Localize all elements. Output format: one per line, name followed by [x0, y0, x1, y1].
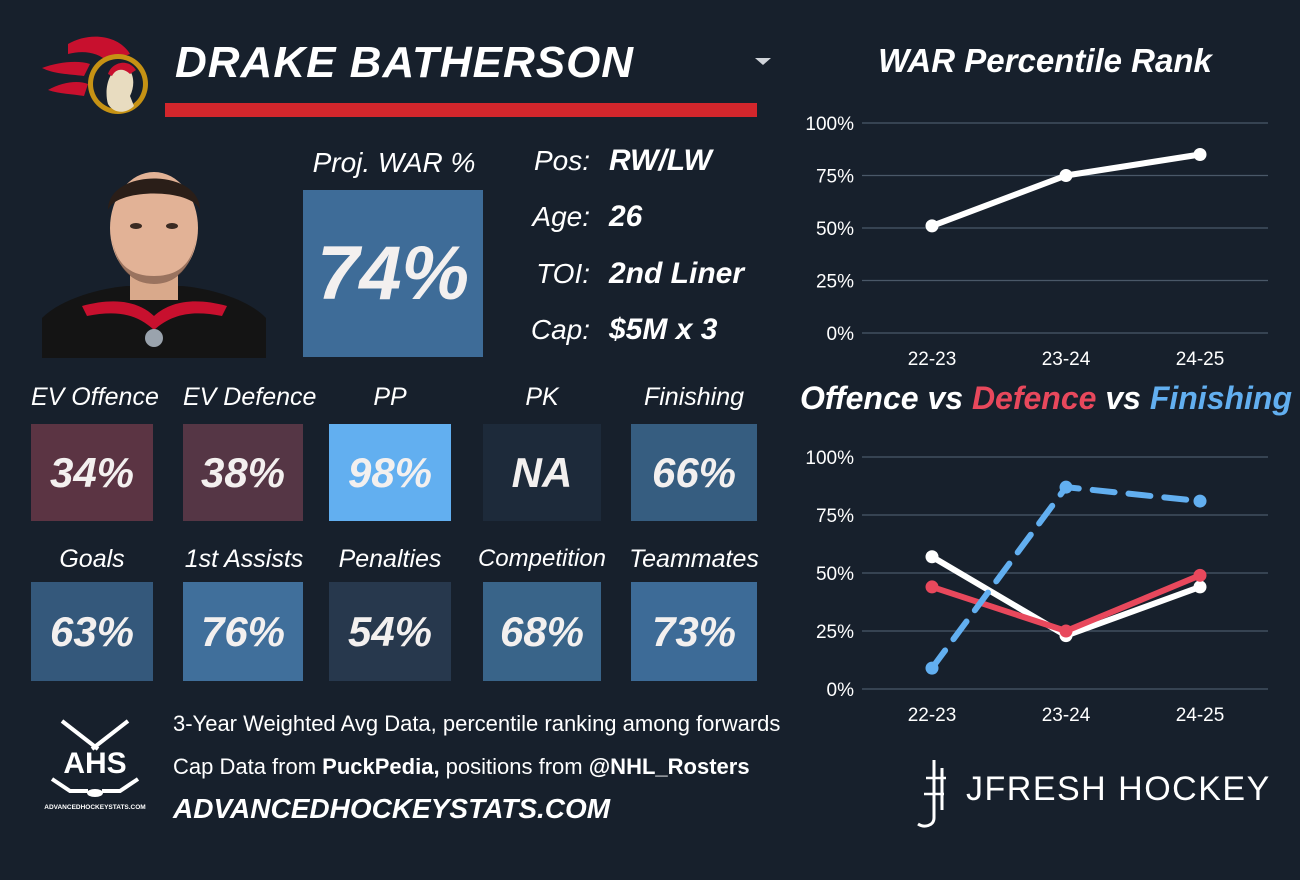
- chart2-point: [1193, 580, 1207, 594]
- player-name: DRAKE BATHERSON: [175, 38, 635, 87]
- tile-label-penalties: Penalties: [338, 545, 442, 573]
- tile-label-pp: PP: [373, 383, 407, 411]
- chart2-xtick-label: 22-23: [908, 705, 957, 726]
- chart1-xtick-label: 24-25: [1176, 349, 1225, 370]
- chart1-ytick-label: 50%: [816, 219, 854, 240]
- chart2-point: [1059, 624, 1073, 638]
- chart1-series-line-0: [929, 151, 1203, 229]
- chart2-point: [925, 550, 939, 564]
- tile-teammates: 73%: [631, 582, 757, 681]
- info-label-cap: Cap:: [530, 314, 590, 345]
- tile-finishing: 66%: [631, 424, 757, 521]
- chart2-point: [925, 580, 939, 594]
- info-label-toi: TOI:: [536, 258, 590, 289]
- tile-penalties: 54%: [329, 582, 451, 681]
- tile-label-1st-assists: 1st Assists: [184, 545, 304, 573]
- tile-label-pk: PK: [525, 383, 559, 411]
- chart2-point: [1059, 480, 1073, 494]
- chart1-ytick-label: 0%: [827, 324, 855, 345]
- jfresh-logo-icon: [917, 760, 946, 828]
- chart1-ytick-label: 75%: [816, 167, 854, 188]
- tile-value: 34%: [49, 448, 135, 496]
- chart2-title: Offence vs Defence vs Finishing: [800, 380, 1293, 416]
- ahs-logo: AHS ADVANCEDHOCKEYSTATS.COM: [44, 719, 146, 811]
- tile-value: 63%: [49, 607, 135, 655]
- tile-value: NA: [511, 448, 573, 496]
- off-def-fin-chart: 0% 25% 50% 75% 100% 22-23 23-24 24-25: [805, 448, 1268, 726]
- chart2-xtick-label: 23-24: [1042, 705, 1091, 726]
- tile-label-goals: Goals: [59, 545, 125, 573]
- proj-war-tile: 74%: [303, 190, 483, 357]
- info-value-cap: $5M x 3: [609, 313, 718, 346]
- chart2-point: [925, 661, 939, 675]
- footer-method-note: 3-Year Weighted Avg Data, percentile ran…: [173, 711, 781, 736]
- chart1-ytick-label: 25%: [816, 272, 854, 293]
- info-value-pos: RW/LW: [609, 144, 712, 177]
- tile-competition: 68%: [483, 582, 601, 681]
- chart2-ytick-label: 0%: [827, 680, 855, 701]
- chart2-xtick-label: 24-25: [1176, 705, 1225, 726]
- info-label-age: Age:: [532, 201, 590, 232]
- tile-value: 66%: [651, 448, 737, 496]
- chart1-xtick-label: 23-24: [1042, 349, 1091, 370]
- tile-ev-offence: 34%: [31, 424, 153, 521]
- tile-pp: 98%: [329, 424, 451, 521]
- tile-label-ev-offence: EV Offence: [31, 383, 159, 411]
- ahs-logo-subtext: ADVANCEDHOCKEYSTATS.COM: [44, 804, 145, 811]
- tile-label-teammates: Teammates: [629, 545, 759, 573]
- nhl-rosters-link[interactable]: @NHL_Rosters: [588, 754, 750, 779]
- tile-value: 68%: [499, 607, 585, 655]
- info-label-pos: Pos:: [533, 145, 590, 176]
- info-value-age: 26: [609, 200, 643, 233]
- tile-goals: 63%: [31, 582, 153, 681]
- tile-label-competition: Competition: [477, 545, 607, 572]
- chart1-point: [925, 219, 939, 233]
- name-underline: [165, 103, 757, 117]
- chart1-title: WAR Percentile Rank: [878, 42, 1212, 79]
- tile-value: 98%: [347, 448, 433, 496]
- tile-1st-assists: 76%: [183, 582, 303, 681]
- chart2-series-line-offence: [929, 553, 1203, 639]
- player-photo: [42, 148, 266, 358]
- chart1-point: [1059, 169, 1073, 182]
- tile-label-ev-defence: EV Defence: [183, 383, 317, 411]
- tile-label-finishing: Finishing: [643, 383, 745, 411]
- chevron-down-icon[interactable]: [752, 50, 774, 72]
- jfresh-wordmark: JFRESH HOCKEY: [966, 770, 1271, 808]
- tile-value: 38%: [200, 448, 286, 496]
- info-value-toi: 2nd Liner: [609, 257, 745, 290]
- proj-war-value: 74%: [316, 231, 470, 316]
- ahs-logo-text: AHS: [63, 747, 126, 780]
- puckpedia-link[interactable]: PuckPedia,: [322, 754, 440, 779]
- tile-value: 76%: [200, 607, 286, 655]
- site-url[interactable]: ADVANCEDHOCKEYSTATS.COM: [173, 793, 611, 824]
- chart2-ytick-label: 50%: [816, 564, 854, 585]
- chart2-point: [1193, 494, 1207, 508]
- footer-sources: Cap Data from PuckPedia, positions from …: [173, 754, 750, 779]
- tile-value: 54%: [347, 607, 433, 655]
- tile-value: 73%: [651, 607, 737, 655]
- chart1-xtick-label: 22-23: [908, 349, 957, 370]
- chart2-ytick-label: 25%: [816, 622, 854, 643]
- tile-pk: NA: [483, 424, 601, 521]
- chart1-ytick-label: 100%: [805, 114, 854, 135]
- tile-ev-defence: 38%: [183, 424, 303, 521]
- chart1-point: [1193, 148, 1207, 161]
- chart2-point: [1193, 568, 1207, 582]
- proj-war-label: Proj. WAR %: [312, 147, 476, 178]
- chart2-ytick-label: 75%: [816, 506, 854, 527]
- senators-logo: [42, 36, 148, 114]
- chart2-ytick-label: 100%: [805, 448, 854, 469]
- war-rank-chart: 0% 25% 50% 75% 100% 22-23 23-24 24-25: [805, 114, 1268, 370]
